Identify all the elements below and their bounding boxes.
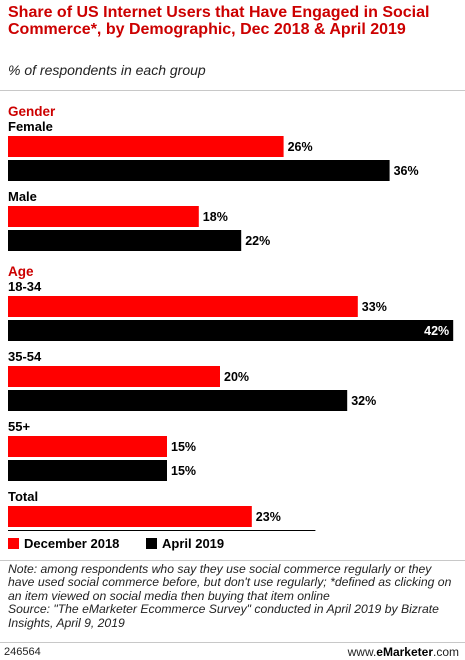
brand-url[interactable]: www.eMarketer.com [348, 645, 459, 659]
data-label: 15% [171, 464, 196, 478]
chart-title: Share of US Internet Users that Have Eng… [8, 4, 430, 38]
category-label: Female [8, 119, 53, 134]
legend-item-december-2018: December 2018 [8, 536, 119, 551]
bar [8, 230, 242, 251]
bar [8, 506, 252, 527]
data-label: 15% [171, 440, 196, 454]
bar [8, 320, 454, 341]
category-label: 35-54 [8, 349, 42, 364]
data-label: 20% [224, 370, 249, 384]
legend-label-april-2019: April 2019 [162, 536, 225, 551]
chart-subtitle: % of respondents in each group [8, 62, 206, 78]
bar [8, 390, 348, 411]
category-label: Male [8, 189, 37, 204]
data-label: 32% [351, 394, 376, 408]
bar [8, 206, 199, 227]
legend-swatch-red [8, 538, 19, 549]
data-label: 18% [203, 210, 228, 224]
data-label: 36% [394, 164, 419, 178]
data-label: 22% [245, 234, 270, 248]
bar [8, 530, 316, 531]
source-text: Source: "The eMarketer Ecommerce Survey"… [8, 602, 439, 630]
category-label: Total [8, 489, 38, 504]
bar [8, 366, 220, 387]
bar [8, 136, 284, 157]
category-label: 18-34 [8, 279, 42, 294]
section-label: Gender [8, 104, 56, 119]
data-label: 23% [256, 510, 281, 524]
header-divider [0, 90, 465, 91]
bar [8, 436, 167, 457]
footnote: Note: among respondents who say they use… [8, 562, 460, 630]
brand-url-suffix: .com [432, 645, 459, 659]
bar [8, 160, 390, 181]
chart-id: 246564 [4, 646, 41, 658]
legend-swatch-black [146, 538, 157, 549]
brand-name: eMarketer [376, 645, 433, 659]
notes-divider [0, 560, 465, 561]
legend-item-april-2019: April 2019 [146, 536, 224, 551]
footer-divider [0, 642, 465, 643]
bar [8, 296, 358, 317]
legend-label-december-2018: December 2018 [24, 536, 120, 551]
data-label: 42% [424, 324, 449, 338]
data-label: 33% [362, 300, 387, 314]
data-label: 26% [288, 140, 313, 154]
brand-url-prefix: www. [347, 645, 377, 659]
bar [8, 460, 167, 481]
category-label: 55+ [8, 419, 30, 434]
note-text: Note: among respondents who say they use… [8, 562, 452, 603]
section-label: Age [8, 264, 34, 279]
